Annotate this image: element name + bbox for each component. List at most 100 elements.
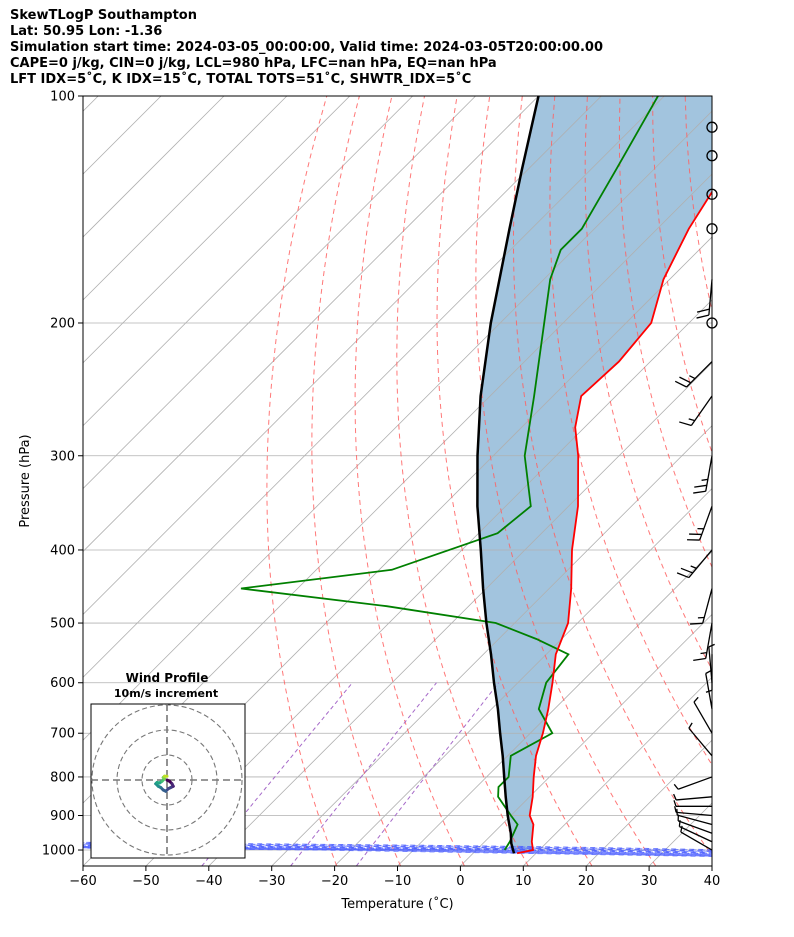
dry-adiabat-lines — [266, 96, 794, 866]
barb-flag — [690, 622, 703, 625]
barb-staff — [677, 814, 713, 826]
barb-flag — [676, 572, 690, 579]
barb-half-flag — [701, 478, 708, 481]
wind-barb — [676, 549, 713, 579]
cin-shade-area — [477, 96, 712, 854]
x-tick-label: −20 — [321, 874, 348, 889]
isotherm-line — [460, 613, 712, 866]
barb-staff — [677, 820, 713, 834]
wind-barb — [674, 806, 713, 817]
dry-adiabat-line — [311, 96, 402, 866]
x-tick-label: −50 — [132, 874, 159, 889]
dry-adiabat-line — [396, 96, 529, 866]
calm-wind-marker — [706, 121, 718, 133]
isotherm-line — [83, 96, 539, 553]
dewpoint-line — [240, 96, 659, 851]
barb-staff — [705, 622, 713, 659]
dry-adiabat-line — [354, 96, 465, 866]
x-tick-label: −40 — [195, 874, 222, 889]
barb-half-flag — [705, 689, 713, 693]
moist-adiabat-line — [83, 843, 712, 853]
isotherm-line — [83, 96, 225, 238]
y-tick-label: 100 — [50, 90, 75, 105]
barb-flag — [680, 567, 693, 574]
isotherm-line — [83, 96, 351, 364]
wind-barb — [696, 279, 713, 319]
wind-barb — [673, 776, 713, 790]
hodograph-title: Wind Profile — [126, 671, 209, 685]
y-tick-label: 300 — [50, 449, 75, 464]
wind-barb — [688, 722, 713, 757]
x-axis-label: Temperature (˚C) — [340, 896, 453, 912]
calm-wind-marker — [706, 188, 718, 200]
y-tick-label: 500 — [50, 617, 75, 632]
wind-barb — [673, 793, 713, 801]
isotherm-line — [775, 96, 794, 866]
y-tick-label: 600 — [50, 676, 75, 691]
hodograph-inset: Wind Profile 10m/s increment — [90, 671, 246, 859]
wind-barb — [693, 622, 713, 661]
barb-half-flag — [688, 418, 695, 422]
x-tick-label: 30 — [641, 874, 658, 889]
isotherm-line — [83, 96, 602, 615]
barb-half-flag — [688, 722, 693, 729]
wind-barb — [673, 800, 712, 807]
barb-flag — [674, 380, 687, 388]
x-tick-label: −10 — [384, 874, 411, 889]
dry-adiabat-line — [750, 96, 794, 866]
wind-barb — [674, 361, 713, 388]
barb-half-flag — [700, 651, 707, 655]
dry-adiabat-line — [652, 96, 712, 454]
hodograph-plot — [91, 704, 245, 858]
wind-barbs — [673, 121, 718, 851]
wind-barb — [693, 696, 713, 734]
isotherm-line — [83, 96, 476, 490]
barb-half-flag — [689, 375, 696, 380]
moist-adiabat-line — [83, 845, 712, 854]
barb-staff — [688, 727, 713, 757]
barb-flag — [679, 376, 692, 384]
moist-adiabat-line — [83, 843, 712, 852]
wind-barb — [680, 825, 713, 851]
y-tick-label: 200 — [50, 316, 75, 331]
isotherm-line — [334, 488, 712, 866]
y-tick-label: 1000 — [42, 844, 75, 859]
chart-header: SkewTLogP Southampton Lat: 50.95 Lon: -1… — [10, 8, 790, 88]
calm-wind-marker — [706, 150, 718, 162]
dry-adiabat-line — [783, 96, 794, 866]
mixing-ratio-line — [355, 682, 499, 866]
barb-half-flag — [690, 565, 697, 569]
isotherm-line — [711, 865, 712, 866]
y-axis-label: Pressure (hPa) — [18, 434, 33, 527]
isotherm-line — [145, 299, 712, 866]
isotherm-line — [397, 550, 712, 866]
isotherm-line — [208, 362, 712, 866]
barb-half-flag — [708, 643, 715, 648]
chart-indices-line-2: LFT IDX=5˚C, K IDX=15˚C, TOTAL TOTS=51˚C… — [10, 72, 472, 87]
temperature-line — [516, 190, 712, 855]
x-tick-label: 10 — [515, 874, 532, 889]
y-tick-label: 800 — [50, 770, 75, 785]
wind-barb — [679, 395, 713, 427]
y-tick-label: 400 — [50, 543, 75, 558]
barb-half-flag — [693, 696, 699, 703]
x-tick-label: −30 — [258, 874, 285, 889]
dry-adiabat-line — [549, 96, 712, 766]
barb-flag — [693, 490, 706, 494]
barb-staff — [676, 811, 713, 817]
y-tick-label: 900 — [50, 809, 75, 824]
chart-indices-line-1: CAPE=0 j/kg, CIN=0 j/kg, LCL=980 hPa, LF… — [10, 56, 497, 71]
x-tick-label: 0 — [456, 874, 464, 889]
hodograph-subtitle: 10m/s increment — [114, 687, 218, 700]
wind-barb — [693, 455, 713, 494]
x-tick-label: 40 — [704, 874, 721, 889]
barb-flag — [696, 314, 710, 319]
dry-adiabat-line — [266, 96, 338, 866]
barb-staff — [680, 831, 713, 851]
barb-half-flag — [674, 806, 677, 813]
barb-staff — [679, 825, 713, 843]
x-tick-label: 20 — [578, 874, 595, 889]
barb-half-flag — [673, 793, 677, 801]
calm-wind-marker — [706, 317, 718, 329]
barb-half-flag — [673, 800, 677, 807]
